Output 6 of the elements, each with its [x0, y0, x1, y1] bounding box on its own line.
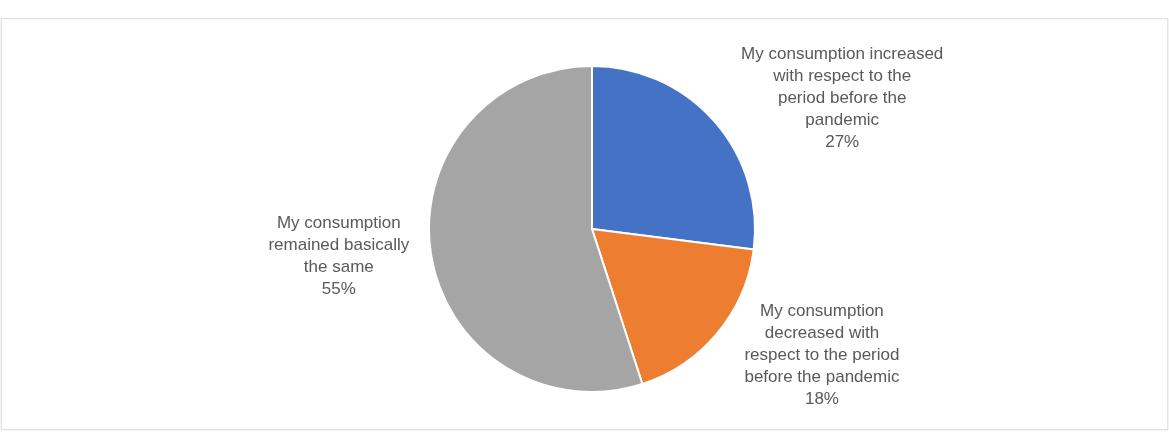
- data-label: 27%: [825, 132, 860, 152]
- data-label: 55%: [321, 279, 356, 299]
- slice-label: My consumption decreased with respect to the period before the pandemic: [744, 301, 900, 387]
- slice-label: My consumption remained basically the same: [268, 212, 410, 277]
- slice-label: My consumption increased with respect to the period before the pandemic: [741, 44, 944, 130]
- data-label: 18%: [804, 389, 839, 409]
